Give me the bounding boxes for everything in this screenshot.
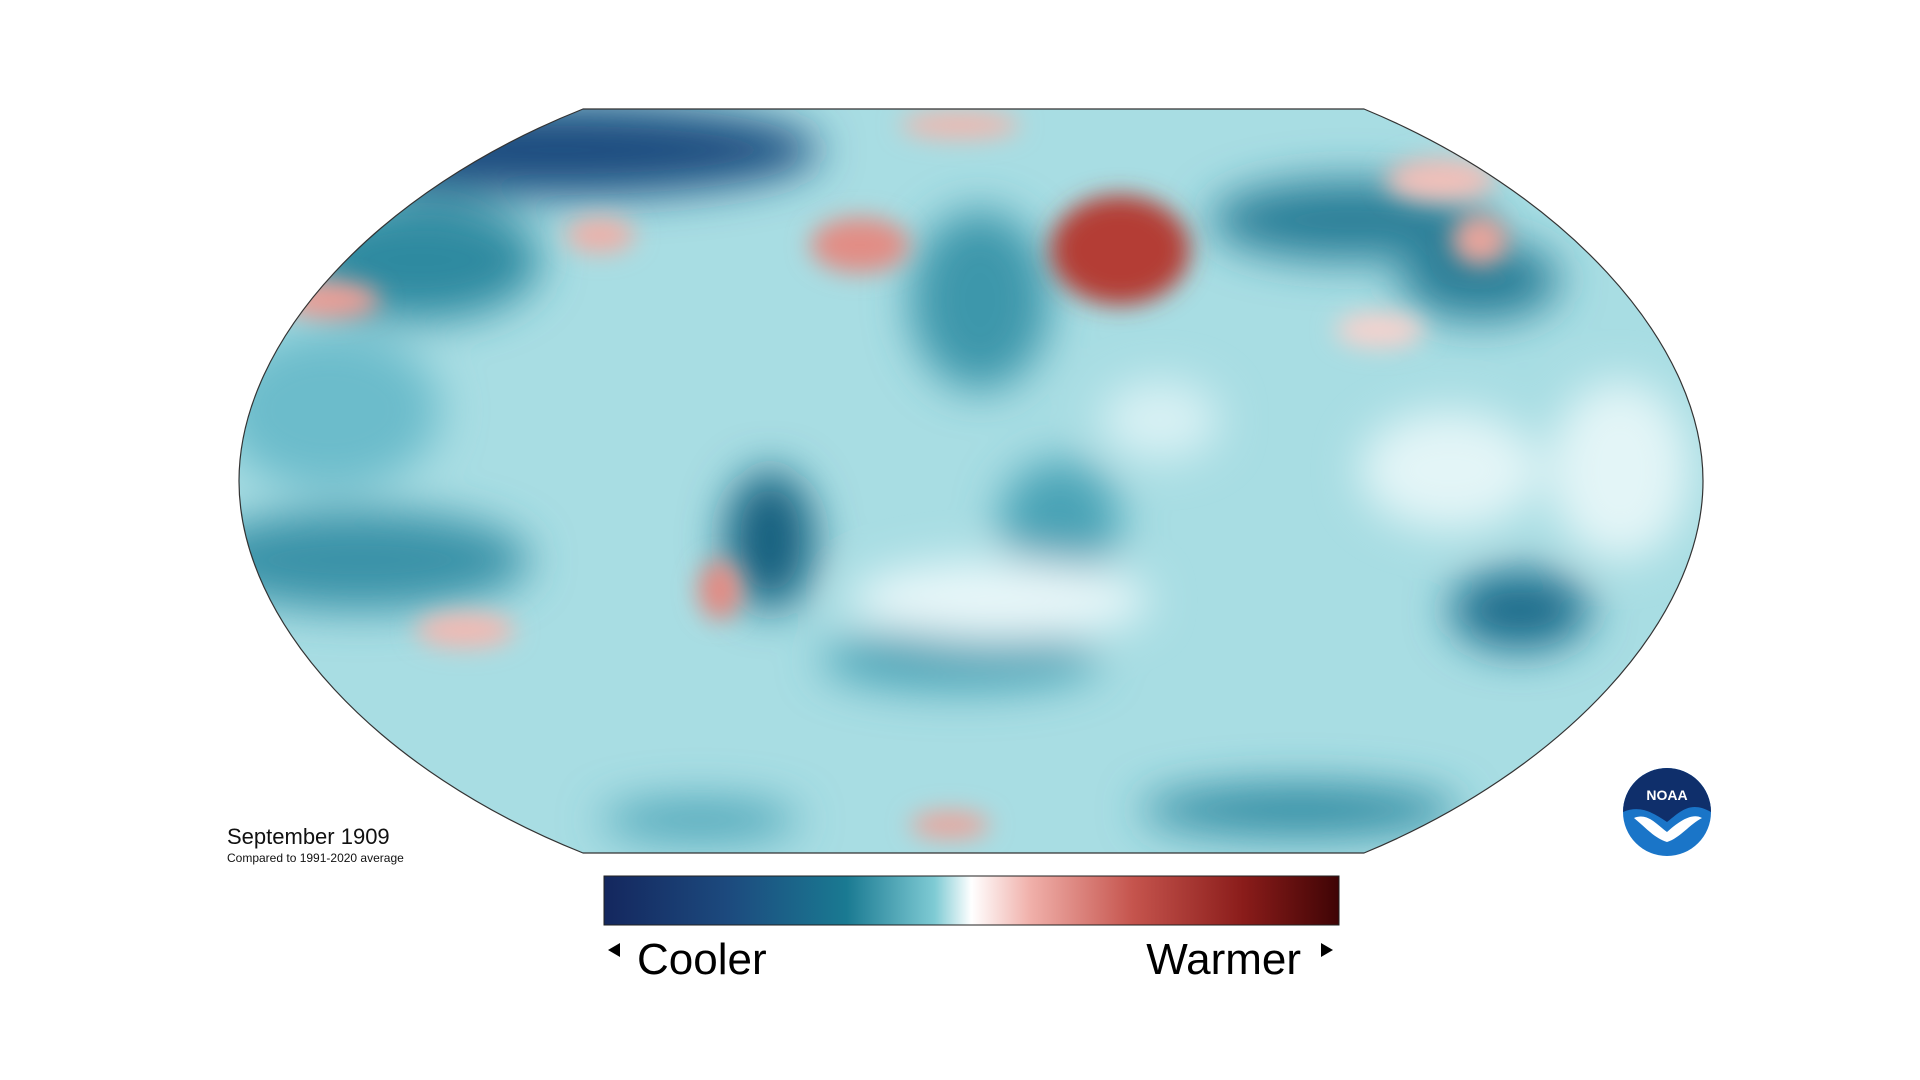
noaa-logo: NOAA [1623,768,1711,856]
map-outline [238,108,1704,854]
color-scale [603,875,1340,926]
anomaly-map [239,109,1703,853]
legend-low: Cooler [637,935,767,984]
map-title: September 1909 [227,824,390,849]
map-subtitle: Compared to 1991-2020 average [227,851,404,865]
arrow-right [1321,943,1333,957]
logo-text: NOAA [1646,787,1687,803]
legend-high: Warmer [1146,935,1301,984]
arrow-left [608,943,620,957]
